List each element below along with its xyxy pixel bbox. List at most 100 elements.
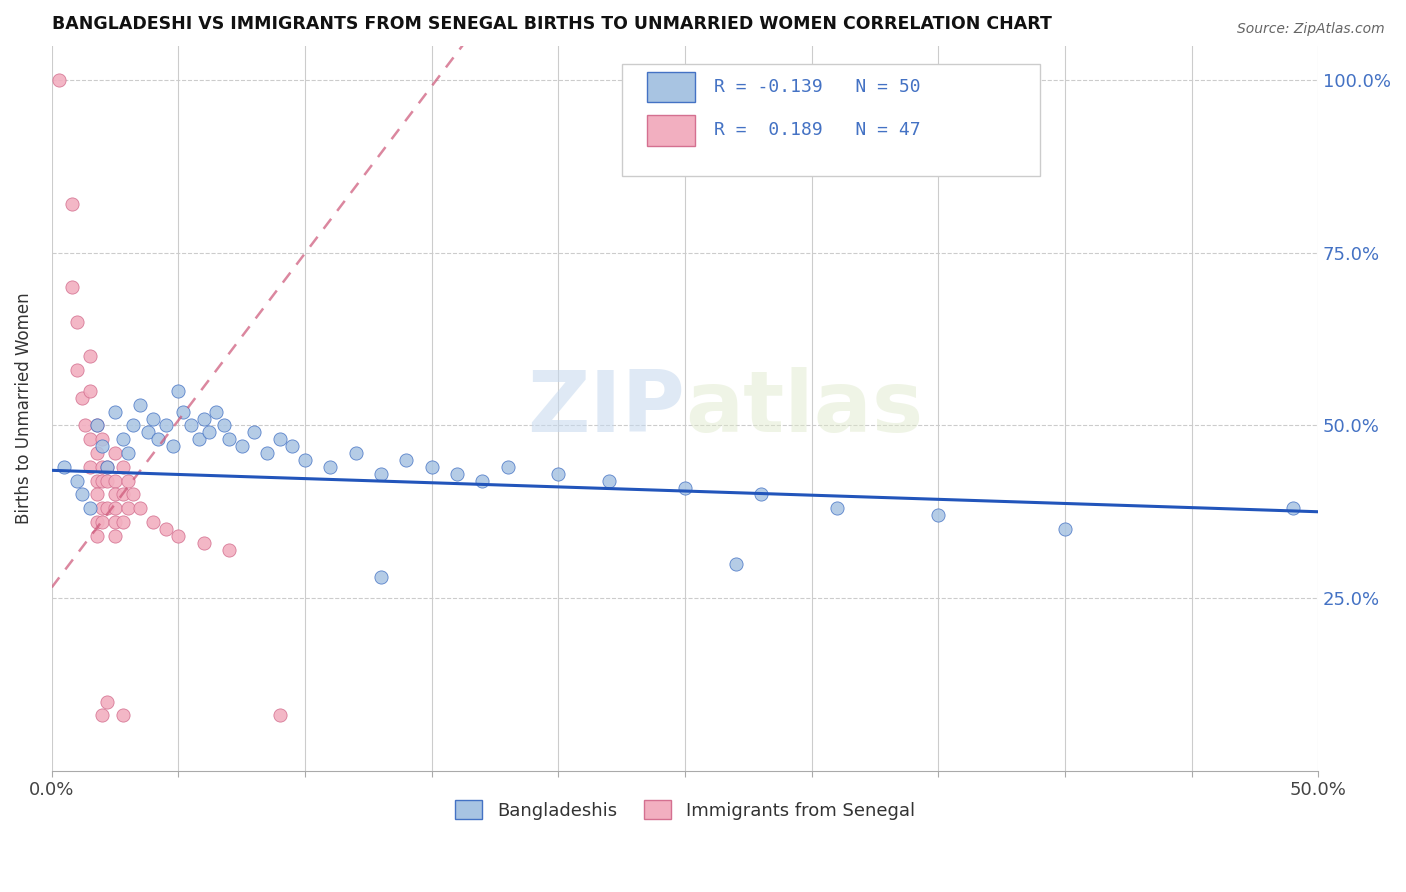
Point bbox=[96, 459, 118, 474]
Point bbox=[155, 522, 177, 536]
Point bbox=[96, 695, 118, 709]
Point bbox=[187, 432, 209, 446]
Point bbox=[96, 501, 118, 516]
Point bbox=[91, 439, 114, 453]
Point bbox=[96, 459, 118, 474]
Point bbox=[91, 708, 114, 723]
Point bbox=[86, 418, 108, 433]
Text: atlas: atlas bbox=[685, 367, 924, 450]
Point bbox=[86, 418, 108, 433]
Point bbox=[117, 501, 139, 516]
Point bbox=[749, 487, 772, 501]
Point bbox=[269, 708, 291, 723]
Point bbox=[420, 459, 443, 474]
Point bbox=[172, 404, 194, 418]
Point bbox=[269, 432, 291, 446]
Text: Source: ZipAtlas.com: Source: ZipAtlas.com bbox=[1237, 22, 1385, 37]
Point bbox=[825, 501, 848, 516]
Point bbox=[155, 418, 177, 433]
Point bbox=[104, 501, 127, 516]
Point bbox=[79, 350, 101, 364]
Point bbox=[111, 708, 134, 723]
Point bbox=[79, 459, 101, 474]
Point bbox=[104, 529, 127, 543]
Point bbox=[598, 474, 620, 488]
Point bbox=[547, 467, 569, 481]
Point bbox=[218, 432, 240, 446]
Point bbox=[146, 432, 169, 446]
Point bbox=[446, 467, 468, 481]
Point bbox=[86, 515, 108, 529]
Point bbox=[86, 529, 108, 543]
Point bbox=[193, 411, 215, 425]
Point bbox=[96, 474, 118, 488]
Point bbox=[111, 487, 134, 501]
Point bbox=[111, 515, 134, 529]
Point bbox=[48, 73, 70, 87]
Point bbox=[205, 404, 228, 418]
Point bbox=[104, 474, 127, 488]
Point bbox=[66, 363, 89, 377]
Point bbox=[231, 439, 253, 453]
Y-axis label: Births to Unmarried Women: Births to Unmarried Women bbox=[15, 293, 32, 524]
Point bbox=[117, 446, 139, 460]
Point bbox=[60, 280, 83, 294]
Point bbox=[319, 459, 342, 474]
Point bbox=[1281, 501, 1303, 516]
Point bbox=[370, 467, 392, 481]
Point bbox=[212, 418, 235, 433]
Point bbox=[73, 418, 96, 433]
Point bbox=[496, 459, 519, 474]
Point bbox=[218, 542, 240, 557]
Point bbox=[86, 446, 108, 460]
Point bbox=[142, 411, 165, 425]
Point bbox=[121, 487, 143, 501]
Point bbox=[142, 515, 165, 529]
Point bbox=[79, 384, 101, 398]
Point bbox=[344, 446, 367, 460]
Point bbox=[136, 425, 159, 440]
Point bbox=[91, 459, 114, 474]
Point bbox=[673, 481, 696, 495]
Point bbox=[167, 529, 190, 543]
Point bbox=[104, 515, 127, 529]
Point bbox=[53, 459, 76, 474]
Point bbox=[91, 501, 114, 516]
Point bbox=[197, 425, 219, 440]
Text: BANGLADESHI VS IMMIGRANTS FROM SENEGAL BIRTHS TO UNMARRIED WOMEN CORRELATION CHA: BANGLADESHI VS IMMIGRANTS FROM SENEGAL B… bbox=[52, 15, 1052, 33]
Text: R =  0.189   N = 47: R = 0.189 N = 47 bbox=[714, 121, 921, 139]
FancyBboxPatch shape bbox=[647, 115, 695, 145]
Text: ZIP: ZIP bbox=[527, 367, 685, 450]
Point bbox=[117, 474, 139, 488]
Point bbox=[111, 432, 134, 446]
Point bbox=[66, 315, 89, 329]
Point bbox=[91, 515, 114, 529]
Text: R = -0.139   N = 50: R = -0.139 N = 50 bbox=[714, 78, 921, 96]
Point bbox=[256, 446, 278, 460]
Point bbox=[79, 501, 101, 516]
Point bbox=[60, 197, 83, 211]
Point bbox=[129, 398, 152, 412]
FancyBboxPatch shape bbox=[647, 71, 695, 103]
Point bbox=[104, 446, 127, 460]
Point bbox=[167, 384, 190, 398]
Legend: Bangladeshis, Immigrants from Senegal: Bangladeshis, Immigrants from Senegal bbox=[449, 793, 922, 827]
Point bbox=[104, 487, 127, 501]
Point bbox=[281, 439, 304, 453]
Point bbox=[91, 432, 114, 446]
Point bbox=[111, 459, 134, 474]
Point bbox=[471, 474, 494, 488]
Point bbox=[86, 474, 108, 488]
Point bbox=[104, 404, 127, 418]
Point bbox=[724, 557, 747, 571]
Point bbox=[927, 508, 949, 523]
Point bbox=[70, 487, 93, 501]
Point bbox=[70, 391, 93, 405]
Point bbox=[243, 425, 266, 440]
Point bbox=[121, 418, 143, 433]
Point bbox=[395, 453, 418, 467]
Point bbox=[129, 501, 152, 516]
Point bbox=[180, 418, 202, 433]
Point bbox=[193, 536, 215, 550]
Point bbox=[79, 432, 101, 446]
